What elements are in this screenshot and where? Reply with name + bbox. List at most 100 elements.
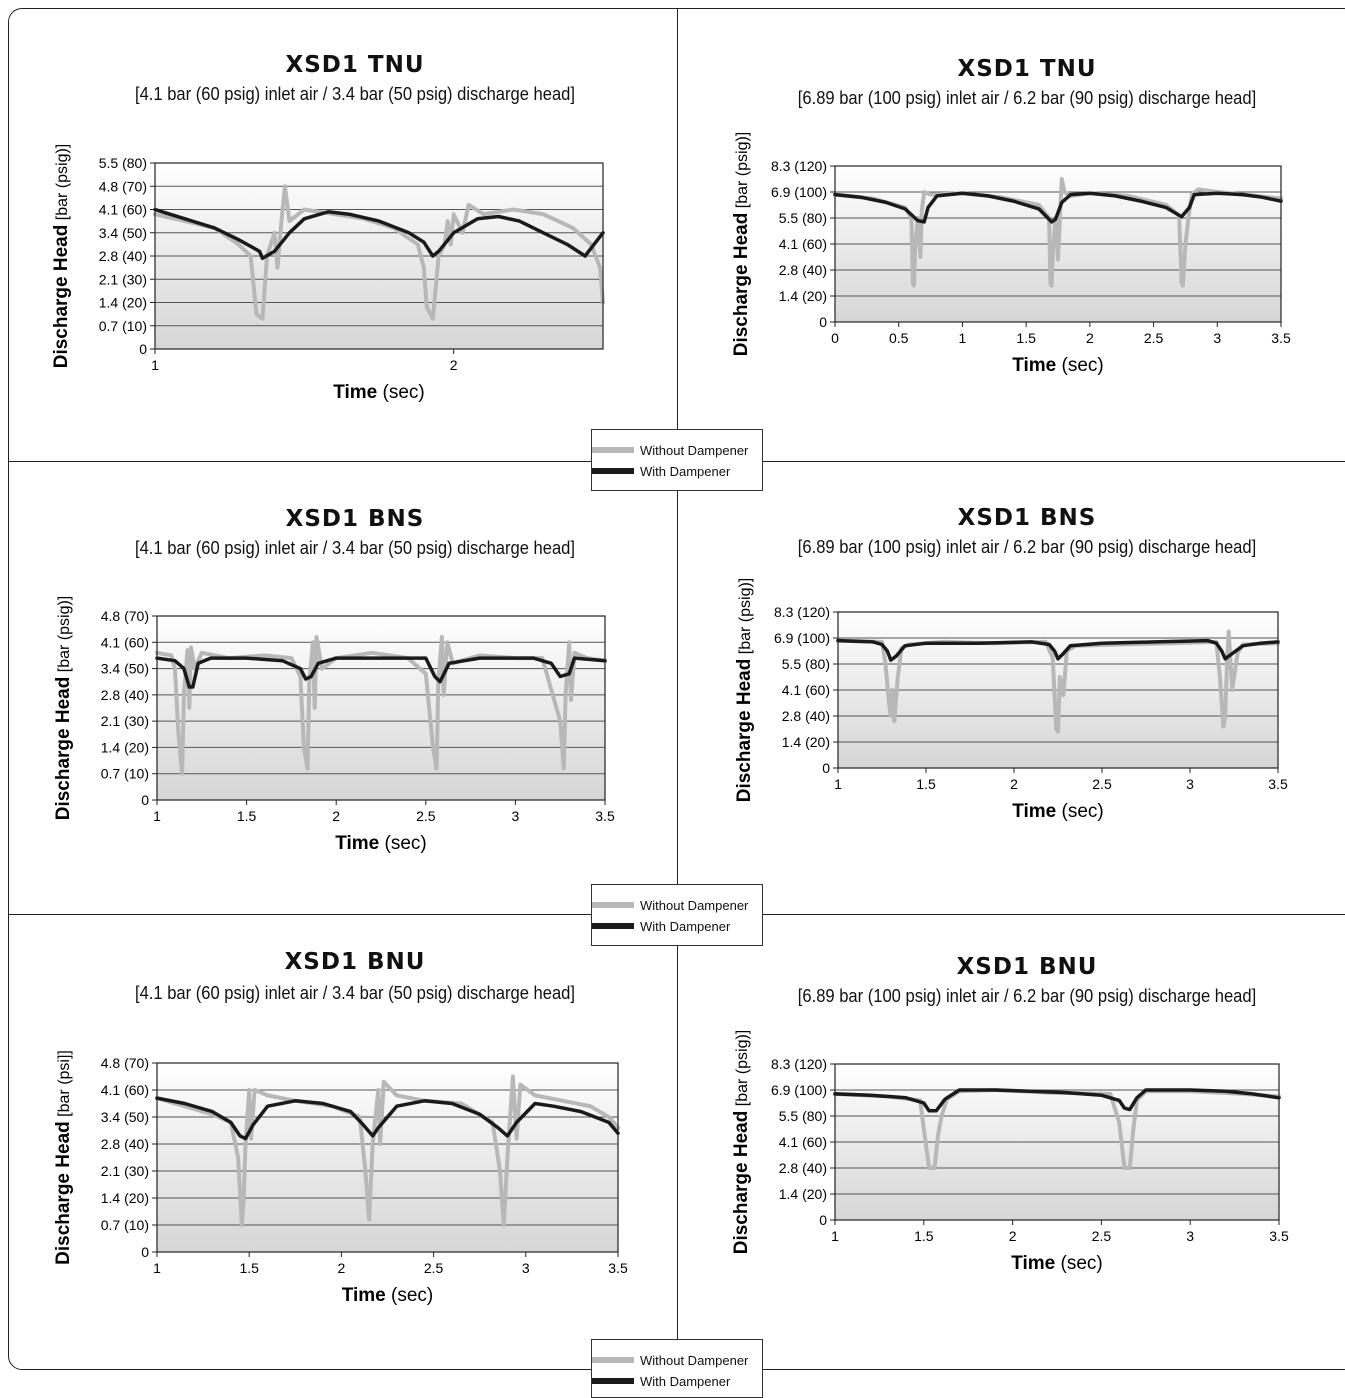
- y-axis-label: Discharge Head [bar (psig)]: [734, 578, 755, 803]
- x-tick-label: 2: [1086, 330, 1094, 346]
- legend-label-with: With Dampener: [640, 1373, 731, 1389]
- y-tick-label: 5.5 (80): [779, 210, 827, 226]
- x-tick-label: 2.5: [1092, 1228, 1112, 1244]
- x-tick-label: 1.5: [239, 1260, 259, 1276]
- series-without-dampener: [153, 184, 605, 321]
- legend-swatch-without: [592, 1357, 634, 1363]
- x-tick-label: 3.5: [595, 808, 615, 824]
- y-tick-label: 8.3 (120): [771, 1056, 827, 1072]
- plot-border: [156, 1062, 619, 1253]
- legend-swatch-with: [592, 923, 634, 929]
- legend-label-without: Without Dampener: [640, 897, 749, 913]
- y-tick-label: 1.4 (20): [779, 288, 827, 304]
- y-tick-label: 4.1 (60): [101, 1082, 149, 1098]
- legend-swatch-with: [592, 1378, 634, 1384]
- x-tick-label: 2: [332, 808, 340, 824]
- y-tick-label: 2.8 (40): [101, 687, 149, 703]
- y-tick-label: 3.4 (50): [99, 225, 147, 241]
- y-tick-label: 2.1 (30): [101, 1163, 149, 1179]
- series-with-dampener: [155, 656, 607, 689]
- x-tick-label: 1.5: [237, 808, 257, 824]
- y-tick-label: 4.1 (60): [101, 634, 149, 650]
- x-tick-label: 1: [153, 1260, 161, 1276]
- legend: Without Dampener With Dampener: [591, 429, 763, 491]
- x-tick-label: 1: [151, 357, 159, 373]
- x-tick-label: 3: [1213, 330, 1221, 346]
- x-tick-label: 1: [834, 776, 842, 792]
- y-tick-label: 5.5 (80): [99, 155, 147, 171]
- plot-border: [834, 165, 1282, 323]
- y-tick-label: 2.8 (40): [782, 708, 830, 724]
- y-tick-label: 0: [819, 314, 827, 330]
- y-tick-label: 0: [139, 341, 147, 357]
- panel-subtitle: [4.1 bar (60 psig) inlet air / 3.4 bar (…: [134, 84, 575, 104]
- panel-subtitle: [6.89 bar (100 psig) inlet air / 6.2 bar…: [797, 986, 1257, 1006]
- series-with-dampener: [155, 1096, 620, 1141]
- y-tick-label: 0.7 (10): [101, 1217, 149, 1233]
- legend: Without Dampener With Dampener: [591, 884, 763, 946]
- y-tick-label: 2.1 (30): [101, 713, 149, 729]
- y-tick-label: 3.4 (50): [101, 661, 149, 677]
- y-tick-label: 4.8 (70): [101, 608, 149, 624]
- y-tick-label: 1.4 (20): [101, 1190, 149, 1206]
- y-tick-label: 2.1 (30): [99, 271, 147, 287]
- legend-swatch-with: [592, 468, 634, 474]
- y-tick-label: 1.4 (20): [99, 295, 147, 311]
- legend-label-with: With Dampener: [640, 918, 731, 934]
- x-tick-label: 1.5: [914, 1228, 934, 1244]
- y-tick-label: 0: [822, 760, 830, 776]
- series-without-dampener: [836, 629, 1280, 734]
- panel-subtitle: [6.89 bar (100 psig) inlet air / 6.2 bar…: [797, 537, 1257, 557]
- y-tick-label: 0.7 (10): [101, 766, 149, 782]
- x-tick-label: 3.5: [608, 1260, 628, 1276]
- x-tick-label: 1: [831, 1228, 839, 1244]
- y-tick-label: 4.1 (60): [782, 682, 830, 698]
- y-tick-label: 2.8 (40): [779, 1160, 827, 1176]
- x-tick-label: 2.5: [1144, 330, 1164, 346]
- panel-subtitle: [4.1 bar (60 psig) inlet air / 3.4 bar (…: [134, 983, 575, 1003]
- panel-title: XSD1 BNU: [284, 949, 426, 975]
- y-tick-label: 1.4 (20): [782, 734, 830, 750]
- x-axis-label: Time (sec): [1012, 801, 1104, 822]
- series-with-dampener: [836, 638, 1280, 662]
- y-tick-label: 0.7 (10): [99, 318, 147, 334]
- x-tick-label: 1.5: [1016, 330, 1036, 346]
- y-tick-label: 4.1 (60): [779, 1134, 827, 1150]
- x-tick-label: 2.5: [424, 1260, 444, 1276]
- x-axis-label: Time (sec): [333, 382, 425, 403]
- y-tick-label: 4.8 (70): [101, 1055, 149, 1071]
- plot-area: [157, 1063, 618, 1252]
- y-tick-label: 4.1 (60): [779, 236, 827, 252]
- panel-title: XSD1 TNU: [957, 56, 1097, 82]
- x-tick-label: 3.5: [1271, 330, 1291, 346]
- y-tick-label: 6.9 (100): [771, 184, 827, 200]
- y-tick-label: 6.9 (100): [774, 630, 830, 646]
- x-axis-label: Time (sec): [335, 833, 427, 854]
- y-tick-label: 8.3 (120): [771, 158, 827, 174]
- series-with-dampener: [833, 191, 1283, 224]
- y-tick-label: 0: [141, 1244, 149, 1260]
- x-tick-label: 3: [522, 1260, 530, 1276]
- y-axis-label: Discharge Head [bar (psig)]: [53, 596, 74, 821]
- x-axis-label: Time (sec): [1012, 355, 1104, 376]
- legend-label-with: With Dampener: [640, 463, 731, 479]
- panel-title: XSD1 TNU: [285, 52, 425, 78]
- x-tick-label: 2: [1010, 776, 1018, 792]
- y-tick-label: 3.4 (50): [101, 1109, 149, 1125]
- y-tick-label: 2.8 (40): [99, 248, 147, 264]
- x-tick-label: 3: [1186, 1228, 1194, 1244]
- legend-label-without: Without Dampener: [640, 442, 749, 458]
- panel-subtitle: [4.1 bar (60 psig) inlet air / 3.4 bar (…: [134, 538, 575, 558]
- x-tick-label: 2: [450, 357, 458, 373]
- panel-subtitle: [6.89 bar (100 psig) inlet air / 6.2 bar…: [797, 88, 1257, 108]
- y-tick-label: 4.1 (60): [99, 202, 147, 218]
- x-tick-label: 2: [1009, 1228, 1017, 1244]
- x-axis-label: Time (sec): [342, 1285, 434, 1306]
- x-tick-label: 1.5: [916, 776, 936, 792]
- y-tick-label: 2.8 (40): [779, 262, 827, 278]
